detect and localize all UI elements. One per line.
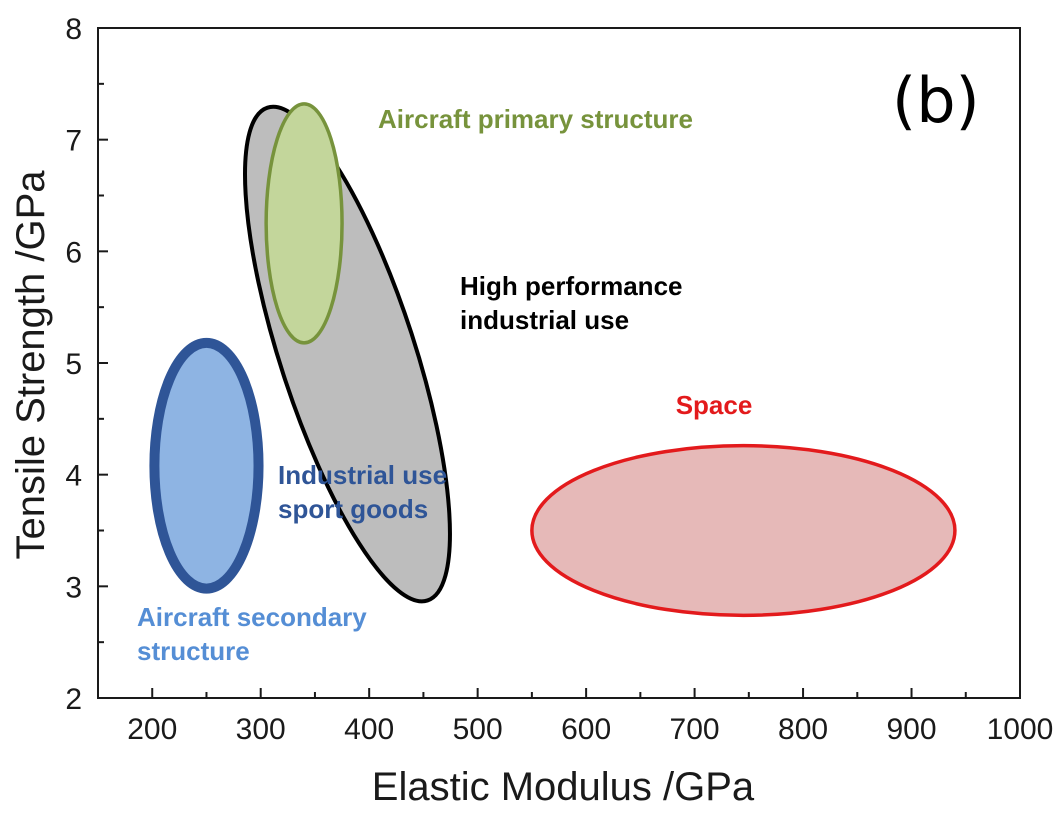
region-label-space: Space [676,390,753,420]
x-tick-label: 400 [344,713,394,746]
labels-layer: High performance industrial use Aircraft p… [137,104,752,666]
x-tick-label: 300 [236,713,286,746]
region-space [530,443,957,618]
y-axis-title: Tensile Strength /GPa [9,170,53,560]
x-tick-label: 1000 [987,713,1054,746]
y-tick-label: 3 [65,571,82,604]
x-axis-title: Elastic Modulus /GPa [372,765,755,809]
region-label-high-performance-industrial-use: High performance industrial use [460,271,683,335]
y-tick-label: 8 [65,13,82,46]
region-label-industrial-use-sport-goods: Industrial use sport goods [278,460,447,524]
region-label-aircraft-primary-structure: Aircraft primary structure [378,104,693,134]
region-industrial-use-sport-goods [149,337,264,594]
region-aircraft-primary-structure [264,102,344,345]
x-tick-label: 900 [886,713,936,746]
y-tick-label: 7 [65,125,82,158]
y-tick-label: 2 [65,683,82,716]
y-tick-label: 4 [65,460,82,493]
x-tick-label: 500 [453,713,503,746]
x-tick-label: 200 [127,713,177,746]
y-tick-label: 5 [65,348,82,381]
regions-layer [149,102,957,618]
region-label-aircraft-secondary-structure: Aircraft secondary structure [137,602,367,666]
panel-label: (b) [892,64,980,137]
x-tick-label: 800 [778,713,828,746]
y-tick-label: 6 [65,236,82,269]
axes-layer: 200 300 400 500 600 700 800 900 1000 2 3 4 5 6 7 8 [65,13,1053,746]
x-tick-label: 600 [561,713,611,746]
x-tick-label: 700 [670,713,720,746]
